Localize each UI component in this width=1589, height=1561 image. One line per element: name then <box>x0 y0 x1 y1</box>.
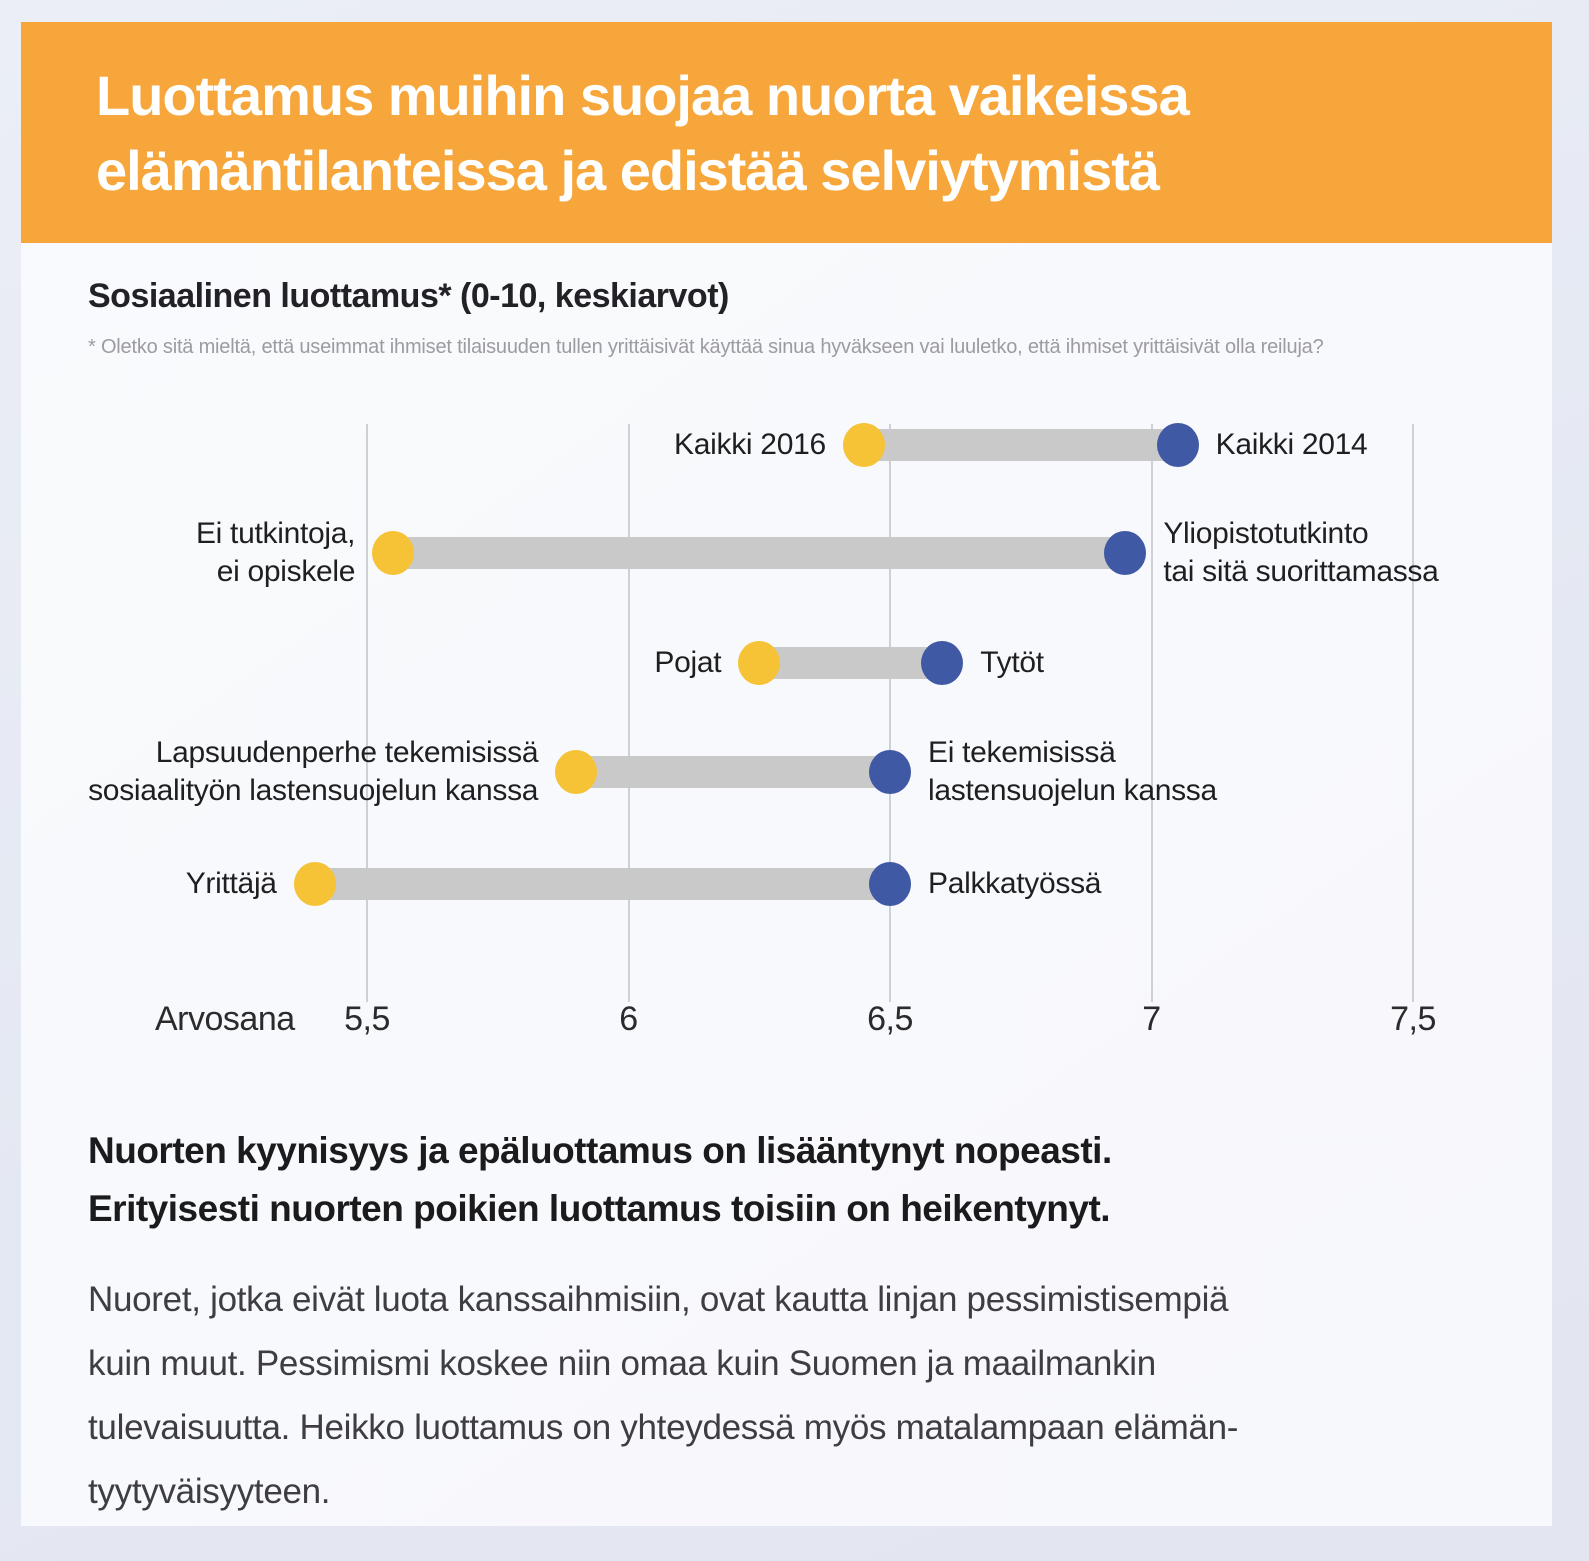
right-dot <box>921 641 964 685</box>
right-dot <box>869 750 911 794</box>
dumbbell-chart: Arvosana 5,5 6 6,5 7 7,5 Kaikki 2016 Kaikki 20… <box>21 423 1552 1084</box>
summary-section: Nuorten kyynisyys ja epäluottamus on lis… <box>88 1122 1488 1524</box>
chart-footnote: * Oletko sitä mieltä, että useimmat ihmi… <box>88 336 1324 358</box>
gridline <box>889 424 891 1002</box>
dumbbell-bar <box>314 868 890 900</box>
x-tick-label: 5,5 <box>344 1000 390 1038</box>
gridline <box>1412 424 1414 1002</box>
page-title: Luottamus muihin suojaa nuorta vaikeissa… <box>96 63 1190 202</box>
summary-body: Nuoret, jotka eivät luota kanssaihmisiin… <box>88 1280 1239 1511</box>
row-label-right: Yliopistotutkinto tai sitä suorittamassa <box>1163 517 1439 588</box>
x-tick-label: 6,5 <box>867 1000 913 1038</box>
left-dot <box>842 423 885 467</box>
row-label-left: Pojat <box>654 646 722 679</box>
left-dot <box>738 641 781 685</box>
left-dot <box>293 862 336 906</box>
chart-title: Sosiaalinen luottamus* (0-10, keskiarvot… <box>88 277 729 315</box>
x-tick-label: 7,5 <box>1390 1000 1436 1038</box>
row-label-right: Tytöt <box>980 646 1044 679</box>
right-dot <box>1104 531 1147 575</box>
row-label-right: Kaikki 2014 <box>1215 428 1368 461</box>
summary-headline: Nuorten kyynisyys ja epäluottamus on lis… <box>88 1130 1112 1229</box>
x-tick-label: 7 <box>1142 1000 1161 1038</box>
dumbbell-bar <box>393 537 1126 569</box>
dumbbell-bar <box>759 647 943 679</box>
row-label-left: Lapsuudenperhe tekemisissä sosiaalityön … <box>88 736 539 807</box>
gridline <box>1150 424 1153 1002</box>
row-label-left: Ei tutkintoja, ei opiskele <box>195 517 356 588</box>
row-label-right: Palkkatyössä <box>928 867 1102 900</box>
dumbbell-bar <box>576 756 890 788</box>
gridline <box>627 424 630 1002</box>
x-axis-label: Arvosana <box>155 1000 295 1038</box>
infographic-card: Luottamus muihin suojaa nuorta vaikeissa… <box>21 22 1552 1526</box>
left-dot <box>372 531 415 575</box>
header-banner: Luottamus muihin suojaa nuorta vaikeissa… <box>21 22 1552 243</box>
dumbbell-bar <box>863 429 1178 461</box>
right-dot <box>1156 423 1199 467</box>
row-label-right: Ei tekemisissä lastensuojelun kanssa <box>928 736 1217 807</box>
gridline <box>366 424 368 1002</box>
right-dot <box>869 862 911 906</box>
row-label-left: Kaikki 2016 <box>674 428 826 461</box>
row-label-left: Yrittäjä <box>185 867 277 900</box>
x-tick-label: 6 <box>619 1000 638 1038</box>
left-dot <box>555 750 598 794</box>
